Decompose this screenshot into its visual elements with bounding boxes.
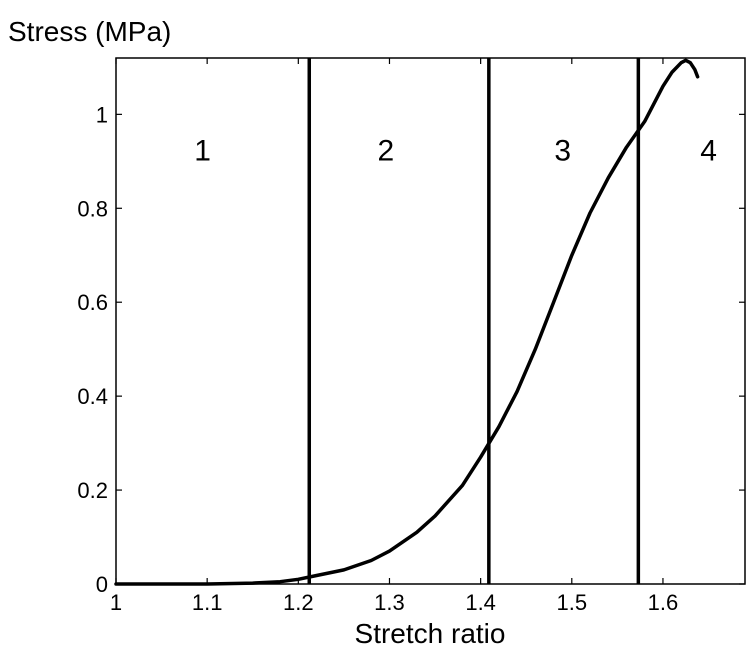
plot-frame (115, 57, 746, 585)
x-tick-label: 1.4 (465, 590, 496, 615)
x-tick-label: 1.6 (648, 590, 679, 615)
x-axis-title: Stretch ratio (355, 618, 506, 649)
y-tick-label: 1 (96, 102, 108, 127)
region-label: 1 (194, 135, 211, 168)
stress-curve (114, 58, 700, 586)
x-tick-label: 1.1 (192, 590, 223, 615)
plot-area: 1 1.1 1.2 1.3 1.4 1.5 1.6 0 0.2 0.4 0.6 0.8 1 1 2 3 4 (77, 57, 746, 615)
y-tick-label: 0.6 (77, 290, 108, 315)
region-label: 3 (554, 135, 571, 168)
y-tick-label: 0 (96, 572, 108, 597)
y-tick-label: 0.8 (77, 196, 108, 221)
x-tick-label: 1.2 (283, 590, 314, 615)
y-axis-title: Stress (MPa) (8, 16, 171, 47)
x-tick-label: 1.3 (374, 590, 405, 615)
y-tick-label: 0.4 (77, 384, 108, 409)
region-label: 2 (377, 135, 394, 168)
x-tick-label: 1.5 (557, 590, 588, 615)
region-label: 4 (700, 135, 717, 168)
x-tick-label: 1 (110, 590, 122, 615)
y-tick-label: 0.2 (77, 478, 108, 503)
